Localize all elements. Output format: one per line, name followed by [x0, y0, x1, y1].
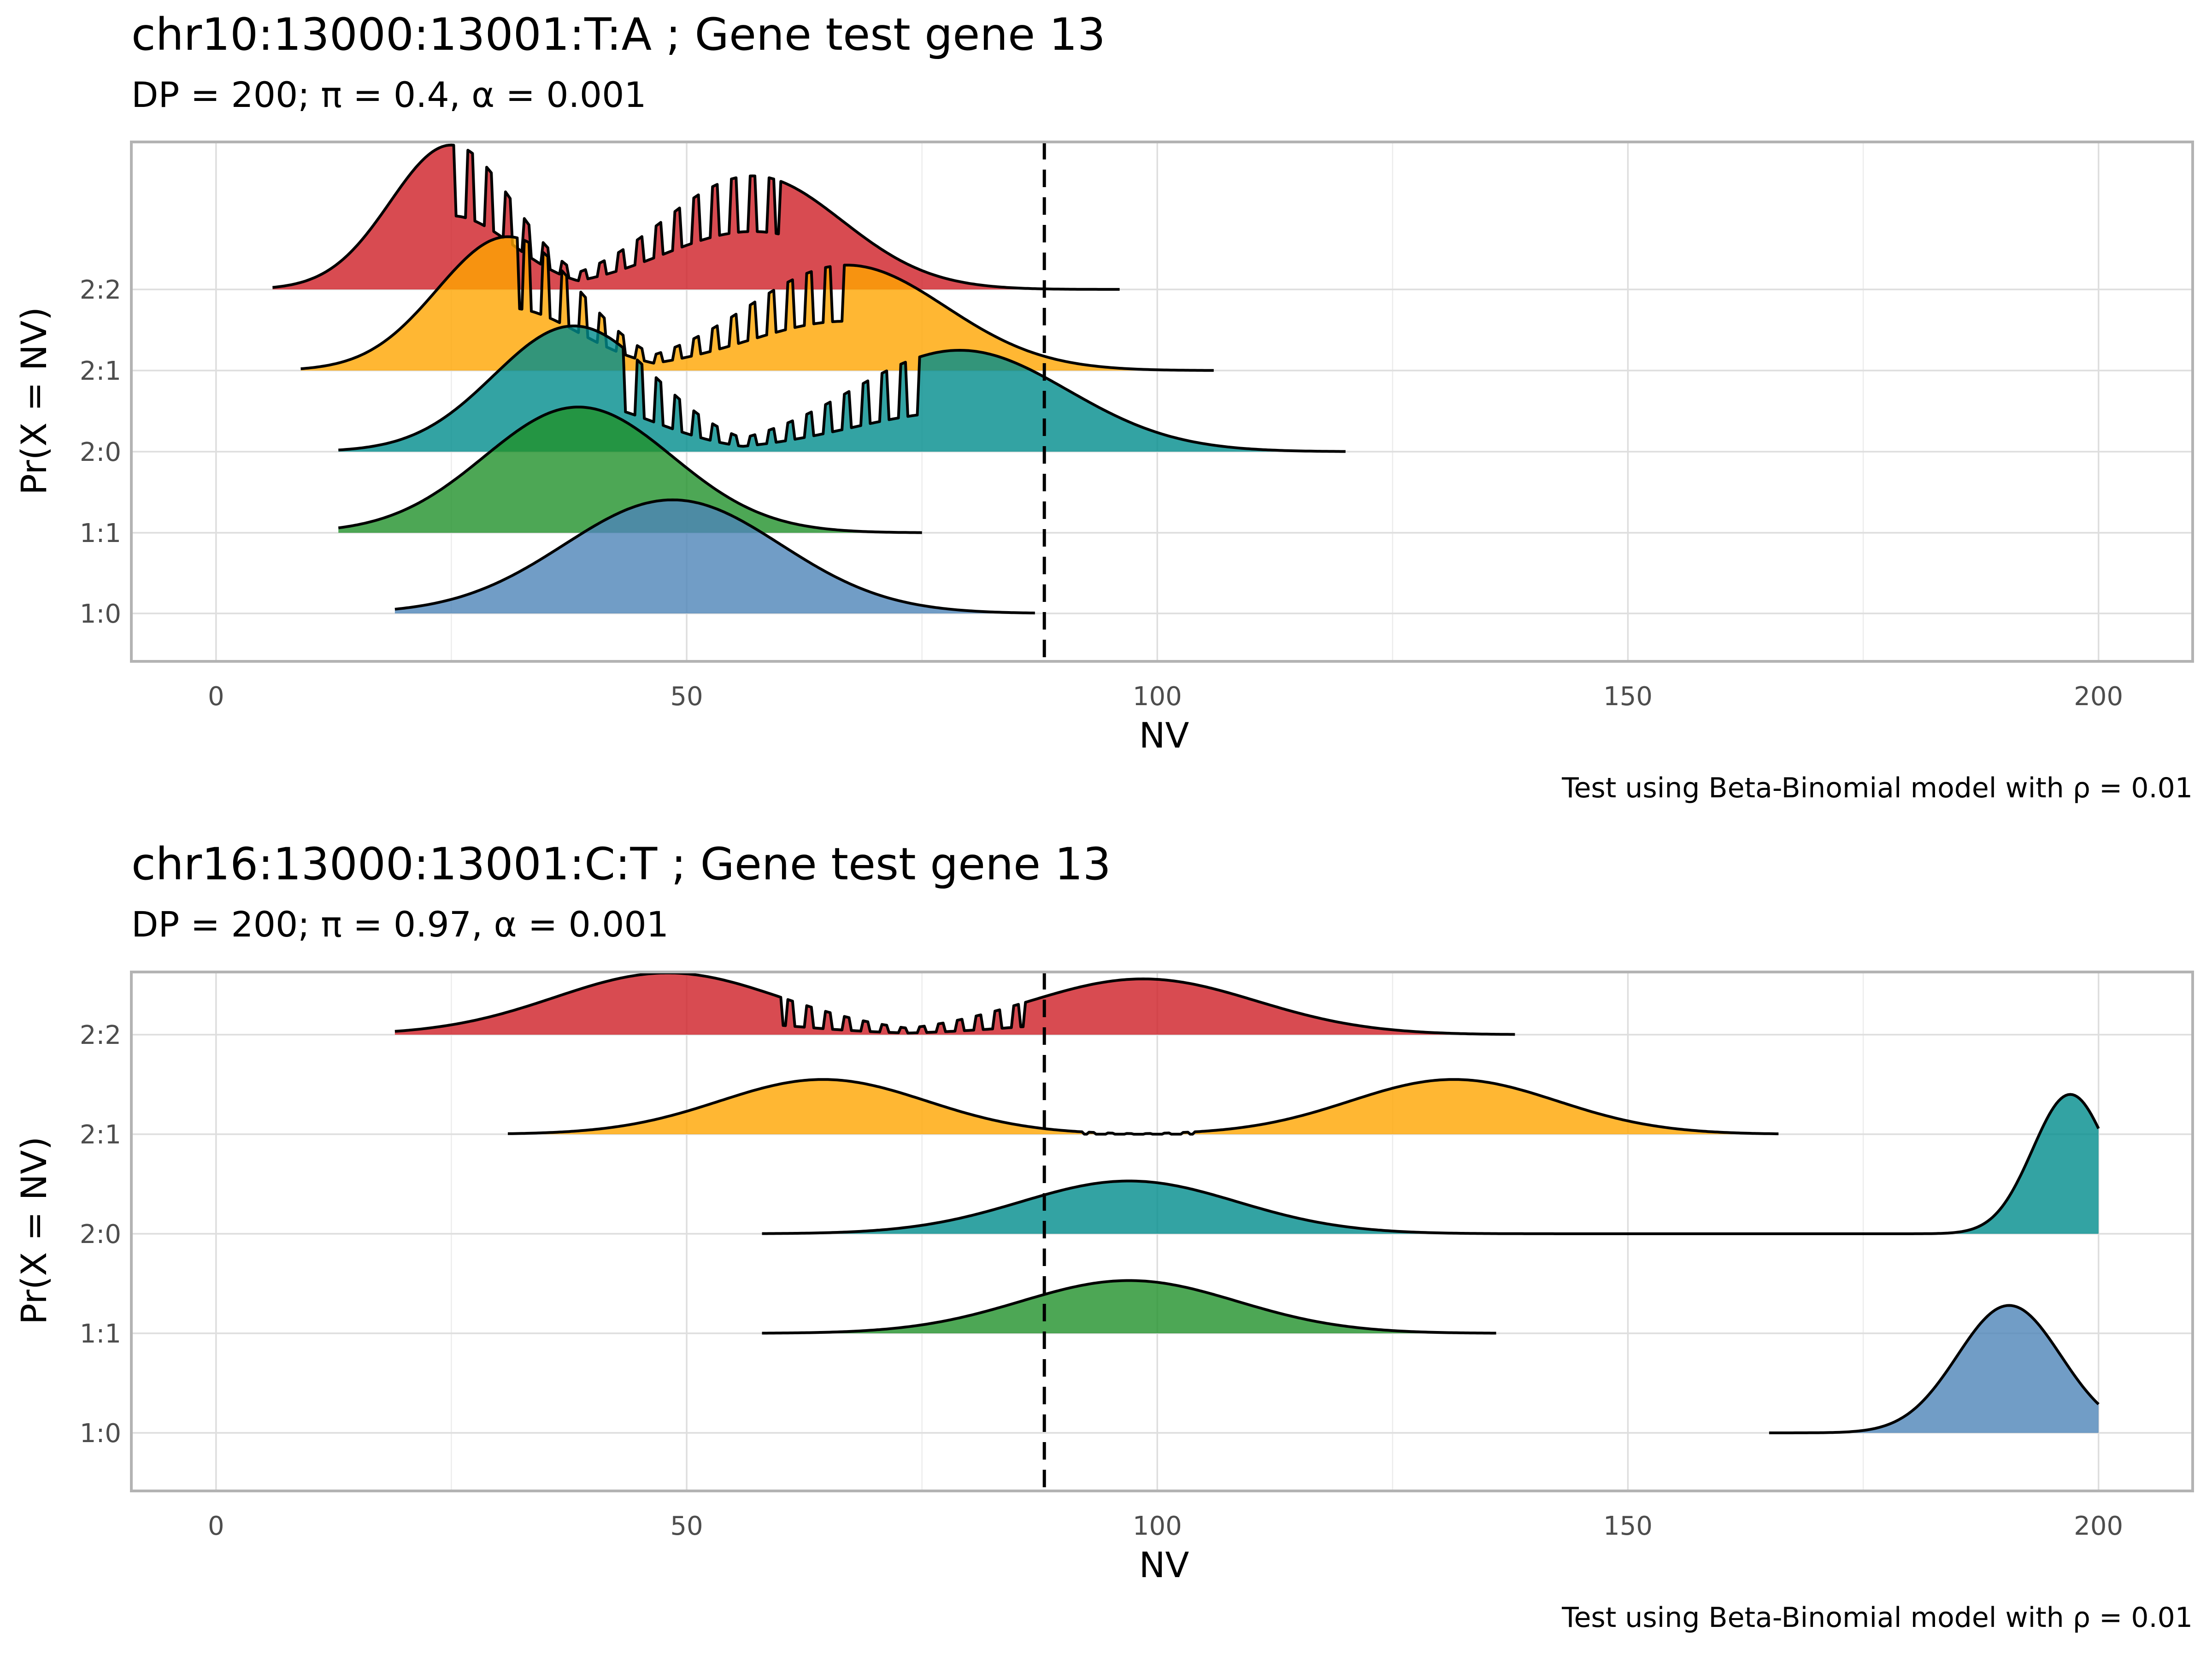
ridge-outline-1-1 [762, 1279, 1496, 1335]
ridge-fill-2-2 [394, 973, 1515, 1035]
panel-1-border [130, 141, 2194, 663]
ridge-outline-2-0 [338, 324, 1346, 453]
ridge-fill-2-0 [762, 1094, 2099, 1234]
panel-2-title: chr16:13000:13001:C:T ; Gene test gene 1… [131, 838, 1111, 890]
x-tick-label: 50 [670, 682, 703, 712]
ridge-fill-2-2 [272, 145, 1120, 289]
ridge-fill-1-1 [338, 407, 922, 533]
panel-1-title: chr10:13000:13001:T:A ; Gene test gene 1… [131, 9, 1106, 60]
ridge-outline-2-1 [300, 235, 1214, 372]
x-tick-label: 200 [2074, 682, 2123, 712]
x-tick-label: 50 [670, 1511, 703, 1541]
x-tick-label: 0 [208, 682, 224, 712]
ridge-fill-2-1 [508, 1079, 1779, 1134]
y-tick-label: 2:1 [80, 356, 121, 386]
panel-2-x-axis-title: NV [1139, 1544, 1189, 1585]
panel-1-subtitle: DP = 200; π = 0.4, α = 0.001 [131, 74, 647, 115]
x-tick-label: 100 [1133, 1511, 1182, 1541]
y-tick-label: 2:1 [80, 1120, 121, 1150]
x-tick-label: 0 [208, 1511, 224, 1541]
panel-1-x-axis: 0 50 100 150 200 [208, 682, 2123, 712]
y-tick-label: 2:0 [80, 1219, 121, 1249]
panel-1-y-axis-title: Pr(X = NV) [13, 307, 54, 495]
panel-1-x-axis-title: NV [1139, 715, 1189, 756]
x-tick-label: 200 [2074, 1511, 2123, 1541]
x-tick-label: 150 [1603, 1511, 1653, 1541]
panel-2-x-axis: 0 50 100 150 200 [208, 1511, 2123, 1541]
ridge-outline-2-1 [508, 1078, 1779, 1136]
ridge-outline-2-0 [762, 1093, 2100, 1235]
panel-2-border [130, 971, 2194, 1492]
ridge-outline-2-2 [394, 972, 1515, 1036]
x-tick-label: 150 [1603, 682, 1653, 712]
ridge-outline-2-2 [272, 143, 1120, 291]
ridge-fill-1-1 [762, 1280, 1496, 1333]
panel-1: chr10:13000:13001:T:A ; Gene test gene 1… [13, 9, 2194, 804]
panel-2-subtitle: DP = 200; π = 0.97, α = 0.001 [131, 904, 669, 945]
y-tick-label: 1:1 [80, 1319, 121, 1349]
ridge-fill-1-0 [394, 500, 1035, 613]
ridge-outline-1-0 [394, 498, 1035, 615]
ridge-outline-1-0 [1769, 1304, 2100, 1434]
panel-2-caption: Test using Beta-Binomial model with ρ = … [1561, 1602, 2193, 1634]
panel-2-y-axis-title: Pr(X = NV) [13, 1137, 54, 1325]
y-tick-label: 2:2 [80, 275, 121, 305]
panel-2-y-axis: 1:0 1:1 2:0 2:1 2:2 [80, 1020, 121, 1449]
panel-1-ridges [272, 143, 1346, 615]
panel-2: chr16:13000:13001:C:T ; Gene test gene 1… [13, 838, 2194, 1634]
y-tick-label: 2:2 [80, 1020, 121, 1050]
y-tick-label: 1:0 [80, 599, 121, 629]
x-tick-label: 100 [1133, 682, 1182, 712]
panel-1-y-axis: 1:0 1:1 2:0 2:1 2:2 [80, 275, 121, 629]
y-tick-label: 1:1 [80, 518, 121, 548]
y-tick-label: 2:0 [80, 437, 121, 467]
panel-1-caption: Test using Beta-Binomial model with ρ = … [1561, 772, 2193, 804]
y-tick-label: 1:0 [80, 1419, 121, 1449]
ridge-fill-1-0 [1769, 1305, 2099, 1433]
panel-2-ridges [394, 972, 2100, 1434]
ridge-outline-1-1 [338, 406, 922, 534]
